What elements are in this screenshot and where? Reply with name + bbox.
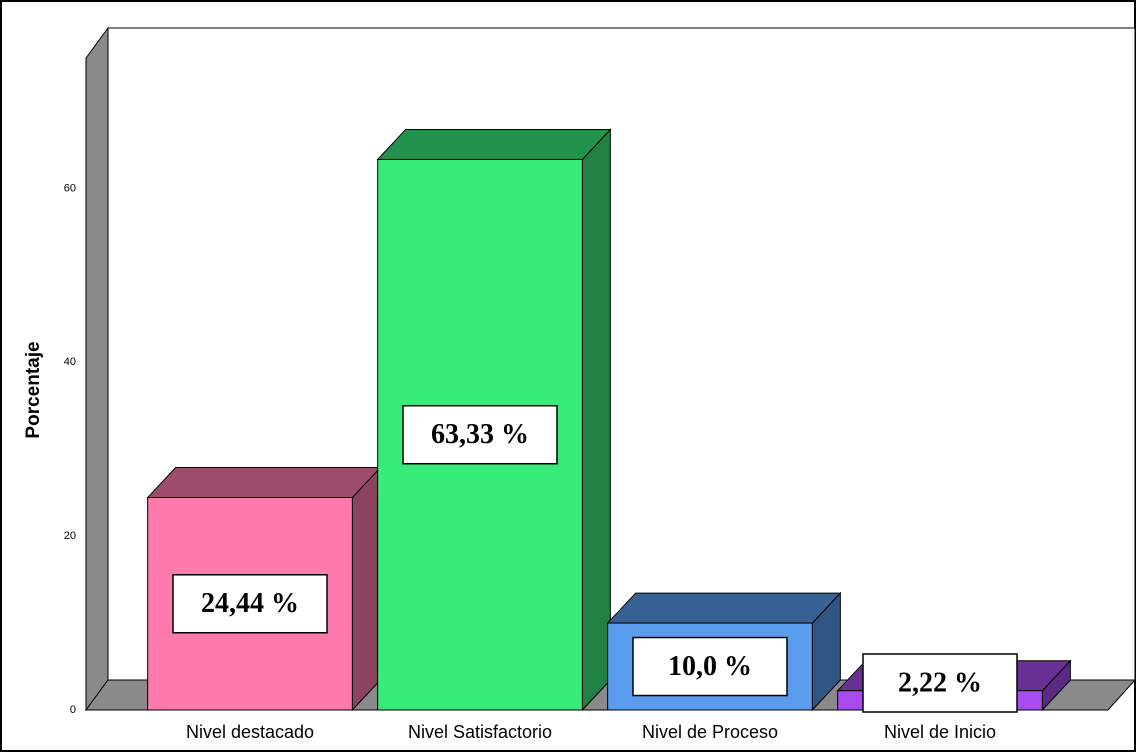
bar-top (606, 592, 842, 624)
value-label-box (402, 404, 558, 465)
value-label: 10,0 % (668, 651, 752, 682)
value-label: 63,33 % (431, 419, 529, 450)
value-label: 24,44 % (201, 588, 299, 619)
bar-side (581, 128, 611, 712)
x-tick-label: Nivel de Proceso (642, 722, 778, 742)
value-label-box (172, 574, 328, 634)
y-axis-label: Porcentaje (23, 341, 44, 438)
bar-top (376, 128, 612, 160)
y-tick-label: 0 (70, 704, 76, 716)
x-tick-label: Nivel destacado (186, 722, 314, 742)
value-label: 2,22 % (898, 667, 982, 698)
y-tick-label: 20 (64, 530, 76, 542)
value-label-box (632, 636, 788, 697)
x-tick-label: Nivel Satisfactorio (408, 722, 552, 742)
y-tick-label: 60 (64, 182, 76, 194)
y-tick-label: 40 (64, 356, 76, 368)
bar-top (146, 467, 382, 499)
value-label-box (862, 653, 1018, 713)
x-tick-label: Nivel de Inicio (884, 722, 996, 742)
bar-side (351, 466, 381, 712)
left-wall (85, 26, 109, 712)
